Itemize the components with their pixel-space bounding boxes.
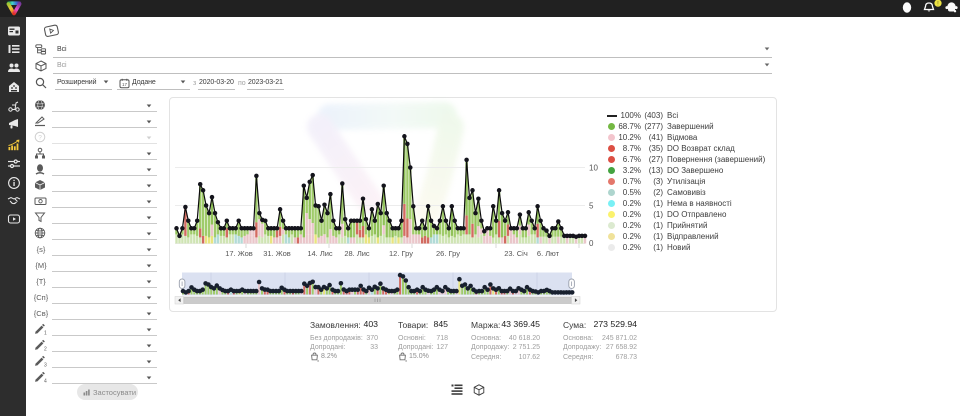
svg-text:28. Лис: 28. Лис (344, 249, 370, 258)
svg-text:x: x (317, 359, 319, 362)
svg-text:4: 4 (44, 379, 47, 384)
svg-text:10: 10 (589, 163, 598, 172)
svg-text:0: 0 (589, 239, 594, 248)
svg-text:1: 1 (44, 331, 47, 336)
svg-text:{s}: {s} (37, 245, 46, 254)
svg-text:26. Гру: 26. Гру (436, 249, 460, 258)
svg-text:{Т}: {Т} (36, 277, 46, 286)
svg-text:23. Січ: 23. Січ (504, 249, 528, 258)
svg-text:{М}: {М} (35, 261, 47, 270)
svg-text:2: 2 (44, 347, 47, 352)
svg-text:x: x (405, 359, 407, 362)
svg-text:6. Лют: 6. Лют (537, 249, 560, 258)
svg-text:?: ? (38, 134, 42, 141)
svg-text:14. Лис: 14. Лис (307, 249, 333, 258)
svg-text:{Сп}: {Сп} (34, 293, 48, 302)
svg-text:12. Гру: 12. Гру (389, 249, 413, 258)
svg-text:17. Жов: 17. Жов (225, 249, 253, 258)
svg-text:!: ! (937, 2, 939, 8)
svg-text:5: 5 (589, 201, 594, 210)
svg-text:{Св}: {Св} (34, 309, 48, 318)
svg-text:31. Жов: 31. Жов (263, 249, 291, 258)
svg-text:3: 3 (44, 363, 47, 368)
svg-text:17: 17 (122, 82, 128, 87)
